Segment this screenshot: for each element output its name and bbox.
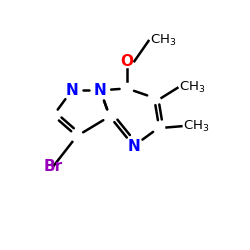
Text: CH$_3$: CH$_3$ bbox=[150, 33, 176, 48]
Text: O: O bbox=[120, 54, 134, 69]
Text: Br: Br bbox=[44, 159, 63, 174]
Text: CH$_3$: CH$_3$ bbox=[179, 80, 205, 96]
Text: CH$_3$: CH$_3$ bbox=[182, 119, 209, 134]
Text: N: N bbox=[94, 83, 107, 98]
Text: N: N bbox=[127, 138, 140, 154]
Text: N: N bbox=[66, 83, 78, 98]
